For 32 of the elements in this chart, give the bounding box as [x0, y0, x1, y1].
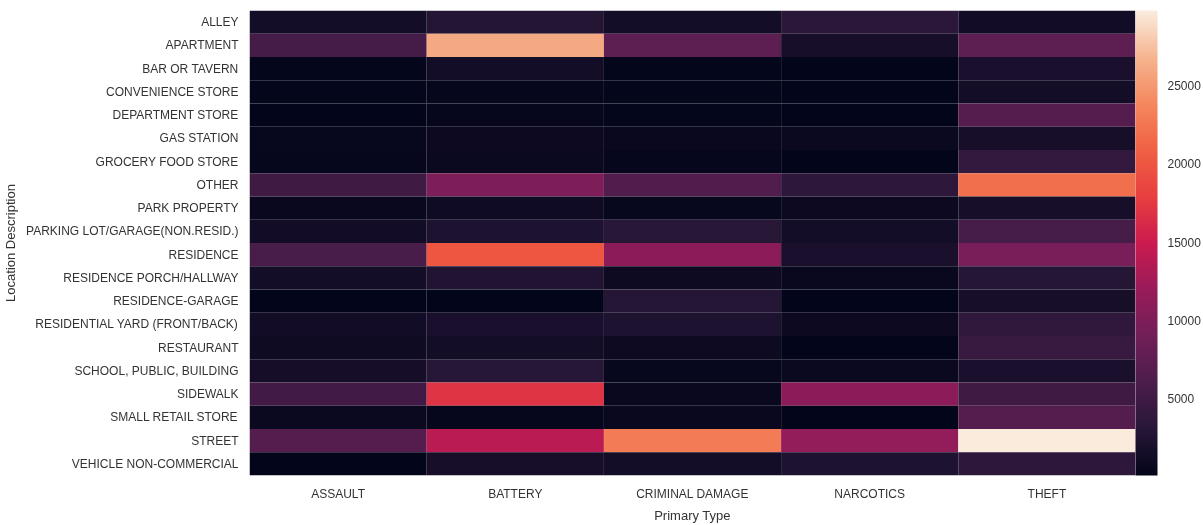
y-tick-label: SIDEWALK	[176, 387, 239, 402]
y-tick-label: GAS STATION	[159, 131, 239, 146]
y-tick-label: SCHOOL, PUBLIC, BUILDING	[74, 363, 239, 378]
y-tick-label: RESIDENTIAL YARD (FRONT/BACK)	[35, 317, 238, 332]
x-tick-label: BATTERY	[488, 486, 543, 501]
y-tick-label: CONVENIENCE STORE	[106, 84, 239, 99]
y-tick-label: APARTMENT	[165, 38, 240, 53]
y-tick-label: PARKING LOT/GARAGE(NON.RESID.)	[26, 224, 239, 239]
color-bar-label: 5000	[1167, 392, 1195, 407]
y-tick-label: VEHICLE NON-COMMERCIAL	[71, 456, 239, 471]
y-tick-label: RESIDENCE PORCH/HALLWAY	[63, 270, 239, 285]
y-tick-label: STREET	[191, 433, 240, 448]
y-tick-label: SMALL RETAIL STORE	[110, 410, 238, 425]
x-tick-label: CRIMINAL DAMAGE	[636, 486, 749, 501]
y-tick-label: BAR OR TAVERN	[142, 61, 239, 76]
color-bar-label: 25000	[1167, 79, 1202, 94]
color-bar-label: 15000	[1167, 235, 1202, 250]
y-tick-label: ALLEY	[201, 15, 239, 30]
x-tick-label: ASSAULT	[311, 486, 366, 501]
y-tick-label: PARK PROPERTY	[137, 201, 239, 216]
y-tick-label: OTHER	[196, 177, 239, 192]
y-tick-label: RESIDENCE-GARAGE	[113, 294, 239, 309]
y-tick-label: DEPARTMENT STORE	[112, 108, 239, 123]
y-axis-title: Location Description	[3, 184, 19, 302]
color-bar-label: 20000	[1167, 157, 1202, 172]
x-axis-title: Primary Type	[654, 507, 731, 523]
y-tick-label: RESTAURANT	[158, 340, 240, 355]
y-tick-label: RESIDENCE	[168, 247, 239, 262]
x-tick-label: THEFT	[1027, 486, 1067, 501]
x-tick-label: NARCOTICS	[834, 486, 906, 501]
y-tick-label: GROCERY FOOD STORE	[95, 154, 239, 169]
color-bar-label: 10000	[1167, 314, 1202, 328]
